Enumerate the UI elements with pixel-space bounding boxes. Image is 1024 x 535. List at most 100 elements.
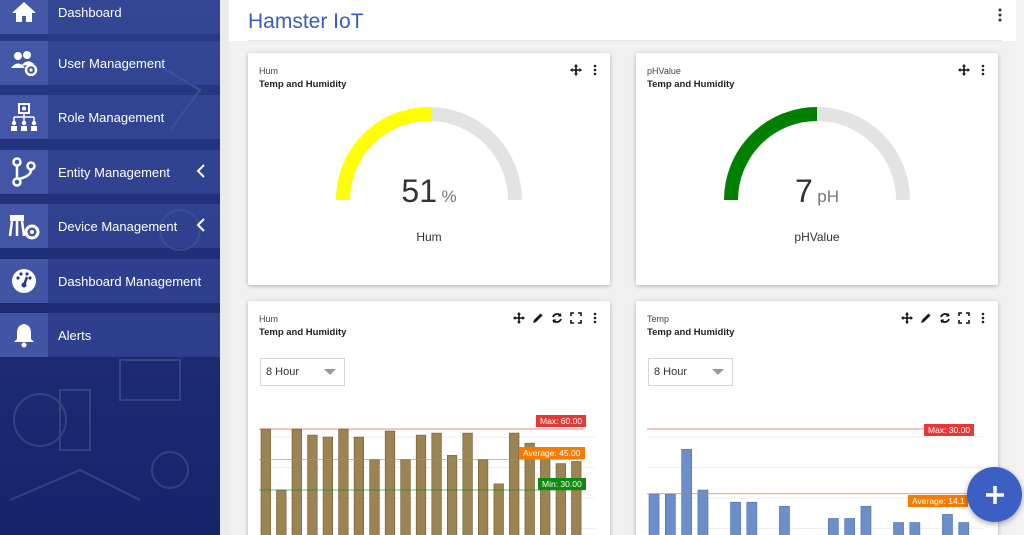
page-scrollbar[interactable]: [1016, 0, 1024, 535]
move-icon[interactable]: [569, 63, 583, 77]
chevron-left-icon[interactable]: [196, 218, 206, 232]
temp-bar-chart: [647, 428, 983, 535]
chart-bar: [828, 518, 839, 535]
gauge-arc: [336, 106, 522, 201]
users-gear-icon: [0, 41, 48, 85]
device-gear-icon: [0, 204, 48, 248]
chart-bar: [860, 506, 872, 535]
chart-bar: [400, 459, 411, 535]
sidebar-item-role-management[interactable]: Role Management: [0, 95, 220, 139]
bell-icon: [0, 313, 48, 357]
chart-bar: [369, 459, 380, 535]
max-label: Max: 30.00: [924, 424, 975, 436]
move-icon[interactable]: [900, 311, 914, 325]
widget-subtitle: Hum: [259, 314, 279, 324]
chart-bar: [353, 436, 364, 535]
chart-bar: [524, 442, 535, 535]
add-widget-button[interactable]: [967, 467, 1022, 522]
sidebar-item-label: Dashboard Management: [58, 273, 202, 289]
sidebar-item-dashboard[interactable]: Dashboard: [0, 0, 220, 34]
chevron-left-icon[interactable]: [196, 164, 206, 178]
gauge-fill-arc: [724, 107, 818, 201]
sidebar: Dashboard User Management Role Managemen…: [0, 0, 220, 535]
min-label: Min: 30.00: [538, 478, 586, 490]
branch-icon: [0, 150, 48, 194]
sidebar-item-user-management[interactable]: User Management: [0, 41, 220, 85]
chart-bar: [571, 461, 582, 535]
sidebar-item-alerts[interactable]: Alerts: [0, 313, 220, 357]
chart-bar: [493, 483, 504, 535]
sidebar-item-label: Dashboard: [58, 4, 122, 20]
refresh-icon[interactable]: [550, 311, 564, 325]
chart-bar: [260, 428, 271, 535]
hum-bar-chart: [259, 428, 595, 535]
chart-bar: [746, 501, 758, 535]
temp-chart-widget: Temp Temp and Humidity 8 Hour Max: 30.00…: [636, 301, 998, 535]
chart-bar: [730, 501, 741, 535]
chart-bar: [276, 489, 287, 535]
chart-bar: [958, 522, 970, 535]
widget-title: Temp and Humidity: [647, 327, 735, 338]
more-vert-icon[interactable]: [994, 8, 1006, 22]
edit-pen-icon[interactable]: [919, 311, 933, 325]
chart-bar: [664, 493, 676, 535]
gauge-icon: [0, 259, 48, 303]
edit-pen-icon[interactable]: [531, 311, 545, 325]
widget-title: Temp and Humidity: [647, 79, 735, 90]
widget-subtitle: Hum: [259, 66, 279, 76]
chart-bar: [291, 428, 302, 535]
plus-icon: [985, 485, 1004, 504]
chart-bar: [322, 436, 333, 535]
more-vert-icon[interactable]: [588, 63, 602, 77]
widget-title: Temp and Humidity: [259, 79, 347, 90]
chart-bar: [509, 432, 520, 535]
chart-bar: [942, 514, 953, 535]
chart-bar: [338, 428, 349, 535]
fullscreen-icon[interactable]: [569, 311, 583, 325]
chart-bar: [478, 459, 489, 535]
chart-bar: [697, 489, 709, 535]
chart-bar: [555, 463, 566, 535]
sidebar-item-label: User Management: [58, 55, 165, 71]
gauge-caption: pHValue: [794, 230, 840, 244]
widget-subtitle: pHValue: [647, 66, 681, 76]
move-icon[interactable]: [957, 63, 971, 77]
ph-gauge-widget: pHValue Temp and Humidity 7 pH pHValue: [636, 53, 998, 285]
gauge-value: 7 pH: [795, 173, 839, 209]
sidebar-item-label: Role Management: [58, 109, 165, 125]
gauge-caption: Hum: [416, 230, 442, 244]
chart-bar: [540, 455, 551, 535]
refresh-icon[interactable]: [938, 311, 952, 325]
time-range-select[interactable]: 8 Hour: [648, 358, 733, 386]
more-vert-icon[interactable]: [976, 311, 990, 325]
gauge-value: 51 %: [401, 173, 457, 209]
average-label: Average: 45.00: [519, 447, 585, 459]
chart-bar: [893, 522, 904, 535]
sidebar-item-label: Entity Management: [58, 164, 171, 180]
move-icon[interactable]: [512, 311, 526, 325]
caret-down-icon: [324, 369, 336, 375]
hum-chart-widget: Hum Temp and Humidity 8 Hour Max: 60.00 …: [248, 301, 610, 535]
fullscreen-icon[interactable]: [957, 311, 971, 325]
more-vert-icon[interactable]: [976, 63, 990, 77]
main-content: Hamster IoT Hum Temp and Humidity 51 % H…: [229, 0, 1016, 535]
sidebar-item-entity-management[interactable]: Entity Management: [0, 150, 220, 194]
sidebar-item-dashboard-management[interactable]: Dashboard Management: [0, 259, 220, 303]
widget-subtitle: Temp: [647, 314, 670, 324]
more-vert-icon[interactable]: [588, 311, 602, 325]
chart-bar: [431, 432, 442, 535]
sidebar-item-label: Device Management: [58, 218, 178, 234]
chart-bar: [384, 430, 396, 535]
chart-bar: [307, 434, 318, 535]
chart-bar: [415, 434, 427, 535]
chart-bar: [909, 522, 921, 535]
time-range-select[interactable]: 8 Hour: [260, 358, 345, 386]
sidebar-item-device-management[interactable]: Device Management: [0, 204, 220, 248]
dashboard-canvas: Hum Temp and Humidity 51 % Hum pHValue T…: [229, 41, 1016, 535]
title-divider: [248, 40, 1002, 41]
page-title: Hamster IoT: [248, 10, 364, 33]
average-label: Average: 14.1: [908, 495, 968, 507]
role-hierarchy-icon: [0, 95, 48, 139]
chart-bar: [462, 432, 473, 535]
sidebar-item-label: Alerts: [58, 327, 92, 343]
